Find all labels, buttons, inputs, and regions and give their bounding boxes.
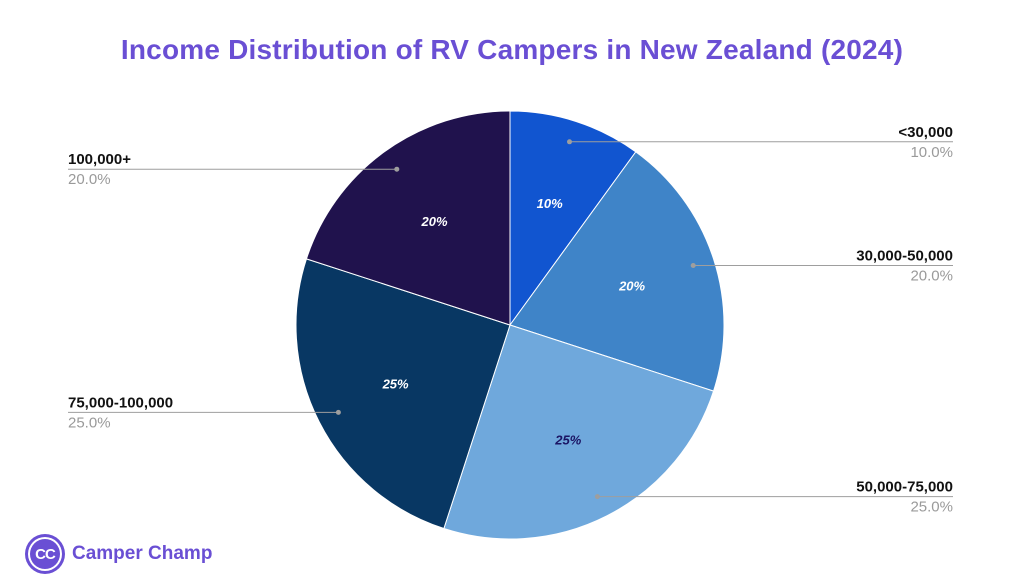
category-value-30-000-50-000: 20.0% — [910, 268, 953, 285]
slice-percent-label-30-000: 10% — [537, 196, 563, 211]
slice-percent-label-75-000-100-000: 25% — [382, 376, 409, 391]
category-value-75-000-100-000: 25.0% — [68, 414, 111, 431]
pie-slice-100-000 — [305, 110, 511, 326]
category-label-30-000: <30,000 — [898, 124, 953, 141]
pie-slice-30-000-50-000 — [509, 151, 725, 392]
pie-slice-75-000-100-000 — [295, 258, 511, 530]
brand-logo-icon: CC — [28, 537, 62, 571]
category-label-75-000-100-000: 75,000-100,000 — [68, 394, 173, 411]
category-value-50-000-75-000: 25.0% — [910, 499, 953, 516]
category-label-50-000-75-000: 50,000-75,000 — [856, 479, 953, 496]
slice-percent-label-30-000-50-000: 20% — [618, 278, 645, 293]
slices — [295, 110, 725, 540]
labels: 10% <30,000 10.0% 20% 30,000-50,000 20.0% 25% 5… — [68, 124, 953, 516]
slice-percent-label-100-000: 20% — [420, 214, 447, 229]
slice-percent-label-50-000-75-000: 25% — [554, 432, 581, 447]
category-value-30-000: 10.0% — [910, 144, 953, 161]
pie-slice-30-000 — [509, 110, 637, 327]
category-label-30-000-50-000: 30,000-50,000 — [856, 248, 953, 265]
brand-name: Camper Champ — [72, 543, 213, 564]
brand: CC Camper Champ — [28, 536, 212, 572]
pie-slice-50-000-75-000 — [443, 324, 715, 540]
category-label-100-000: 100,000+ — [68, 151, 131, 168]
category-value-100-000: 20.0% — [68, 171, 111, 188]
chart-title: Income Distribution of RV Campers in New… — [120, 34, 904, 65]
